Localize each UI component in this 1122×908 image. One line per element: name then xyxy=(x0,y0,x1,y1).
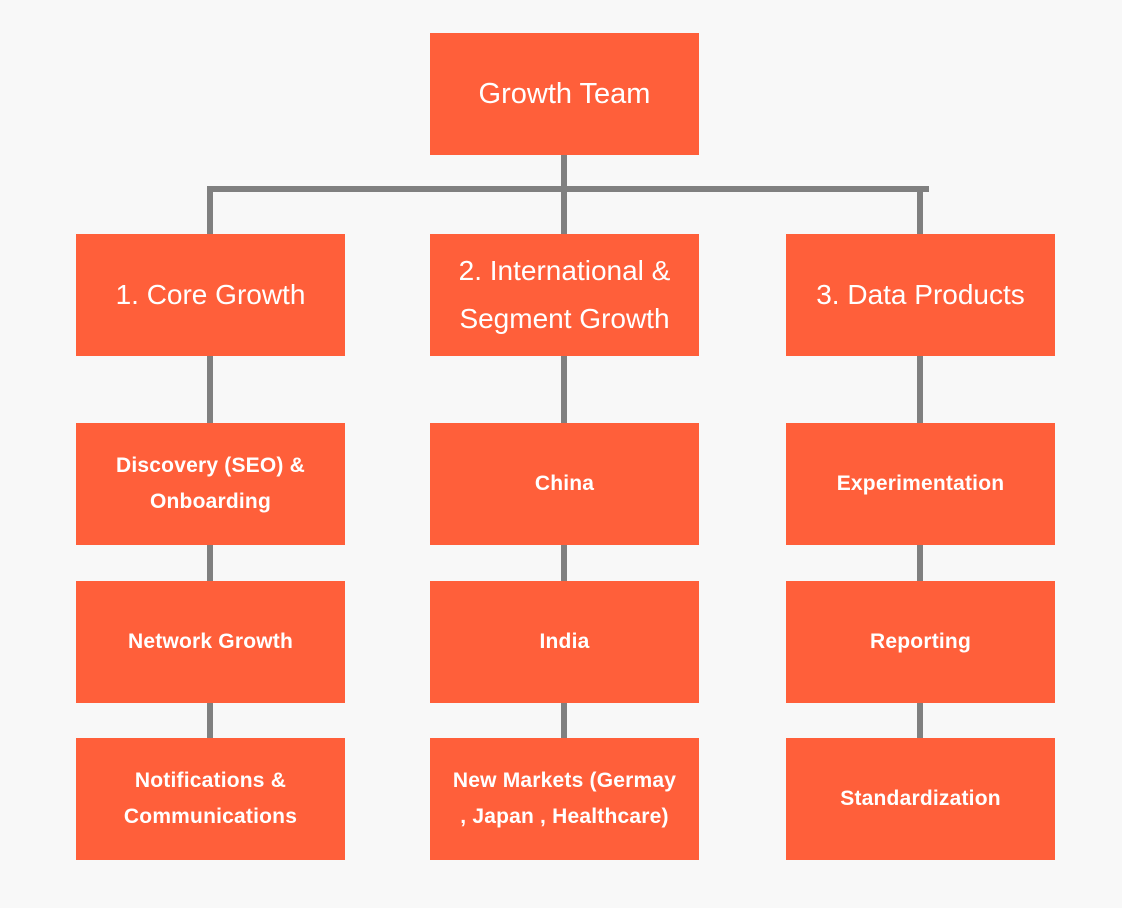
connector-title-to-item xyxy=(917,356,923,423)
box-label: Onboarding xyxy=(150,490,271,513)
box-label: Standardization xyxy=(840,787,1001,810)
connector-column-2 xyxy=(561,186,567,234)
connector-horizontal xyxy=(207,186,929,192)
box-label: Notifications & xyxy=(134,769,287,792)
sub-team-node: Experimentation xyxy=(786,423,1055,545)
connector-column-3 xyxy=(917,186,923,234)
box-label: Discovery (SEO) & xyxy=(116,454,305,477)
connector-item xyxy=(917,545,923,581)
connector-title-to-item xyxy=(207,356,213,423)
root-node-growth-team: Growth Team xyxy=(430,33,699,155)
connector-item xyxy=(207,545,213,581)
box-label: Communications xyxy=(123,805,298,828)
box-label: New Markets (Germay xyxy=(452,769,677,792)
connector-item xyxy=(207,703,213,738)
sub-team-node: India xyxy=(430,581,699,703)
sub-team-node: Notifications & Communications xyxy=(76,738,345,860)
box-label: Reporting xyxy=(870,630,971,653)
box-label: Network Growth xyxy=(128,630,293,653)
connector-item xyxy=(561,545,567,581)
connector-title-to-item xyxy=(561,356,567,423)
connector-column-1 xyxy=(207,186,213,234)
sub-team-node: New Markets (Germay , Japan , Healthcare) xyxy=(430,738,699,860)
box-label: India xyxy=(539,630,590,653)
connector-item xyxy=(561,703,567,738)
team-node-3: 3. Data Products xyxy=(786,234,1055,356)
sub-team-node: Discovery (SEO) & Onboarding xyxy=(76,423,345,545)
box-label: , Japan , Healthcare) xyxy=(460,805,669,828)
sub-team-node: China xyxy=(430,423,699,545)
box-label: China xyxy=(534,472,595,495)
box-label: Segment Growth xyxy=(459,303,670,334)
connector-item xyxy=(917,703,923,738)
connector-root xyxy=(561,155,567,192)
sub-team-node: Standardization xyxy=(786,738,1055,860)
box-label: Experimentation xyxy=(836,472,1005,495)
box-label: Growth Team xyxy=(478,78,651,110)
sub-team-node: Network Growth xyxy=(76,581,345,703)
box-label: 2. International & xyxy=(458,255,671,286)
team-node-1: 1. Core Growth xyxy=(76,234,345,356)
team-node-2: 2. International & Segment Growth xyxy=(430,234,699,356)
box-label: 1. Core Growth xyxy=(115,279,306,310)
box-label: 3. Data Products xyxy=(816,279,1025,310)
sub-team-node: Reporting xyxy=(786,581,1055,703)
